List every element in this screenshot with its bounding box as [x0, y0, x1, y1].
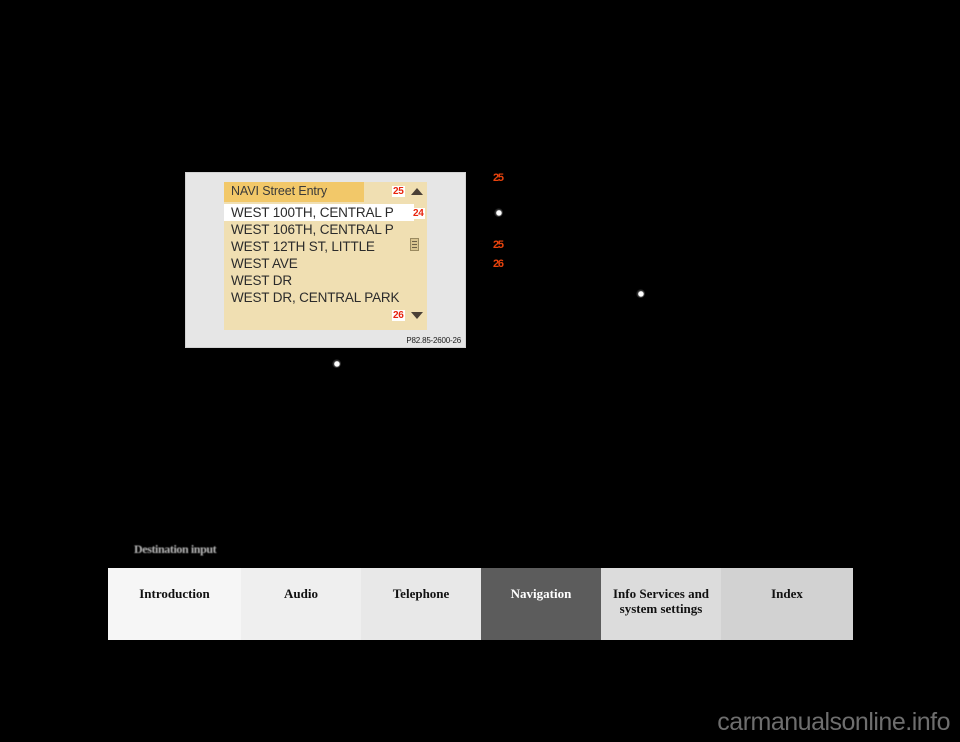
tab-navigation[interactable]: Navigation — [481, 568, 601, 640]
list-item[interactable]: WEST 12TH ST, LITTLE — [231, 239, 375, 254]
callout-marker-24: 24 — [412, 208, 425, 219]
figure-caption: P82.85-2600-26 — [406, 336, 461, 345]
bullet-dot-icon — [332, 359, 341, 368]
tab-introduction[interactable]: Introduction — [108, 568, 241, 640]
site-watermark: carmanualsonline.info — [717, 708, 950, 736]
navi-street-entry-screen: NAVI Street Entry 25 WEST 100TH, CENTRAL… — [224, 182, 427, 330]
list-item[interactable]: WEST 106TH, CENTRAL P — [231, 222, 394, 237]
callout-marker-25: 25 — [392, 186, 405, 197]
list-item[interactable]: WEST 100TH, CENTRAL P — [224, 204, 414, 221]
list-item[interactable]: WEST DR — [231, 273, 292, 288]
screen-header: NAVI Street Entry — [224, 182, 364, 202]
screen-title: NAVI Street Entry — [231, 184, 328, 198]
chapter-tabbar[interactable]: Introduction Audio Telephone Navigation … — [108, 568, 853, 640]
list-item[interactable]: WEST AVE — [231, 256, 298, 271]
bullet-dot-icon — [636, 289, 645, 298]
tab-info-services-and-system-settings[interactable]: Info Services and system settings — [601, 568, 721, 640]
side-callout-marker-c: 26 — [493, 258, 504, 270]
tab-index[interactable]: Index — [721, 568, 853, 640]
page-title: Destination input — [134, 542, 217, 556]
figure-navigation-display: NAVI Street Entry 25 WEST 100TH, CENTRAL… — [185, 172, 466, 348]
side-callout-marker-a: 25 — [493, 172, 504, 184]
list-item[interactable]: WEST DR, CENTRAL PARK — [231, 290, 400, 305]
bullet-dot-icon — [494, 208, 503, 217]
side-callout-marker-b: 25 — [493, 239, 504, 251]
tab-telephone[interactable]: Telephone — [361, 568, 481, 640]
triangle-down-icon[interactable] — [411, 312, 423, 319]
tab-audio[interactable]: Audio — [241, 568, 361, 640]
scroll-indicator-icon[interactable] — [410, 238, 419, 251]
callout-marker-26: 26 — [392, 310, 405, 321]
street-list[interactable]: WEST 100TH, CENTRAL P WEST 106TH, CENTRA… — [224, 204, 427, 306]
triangle-up-icon[interactable] — [411, 188, 423, 195]
